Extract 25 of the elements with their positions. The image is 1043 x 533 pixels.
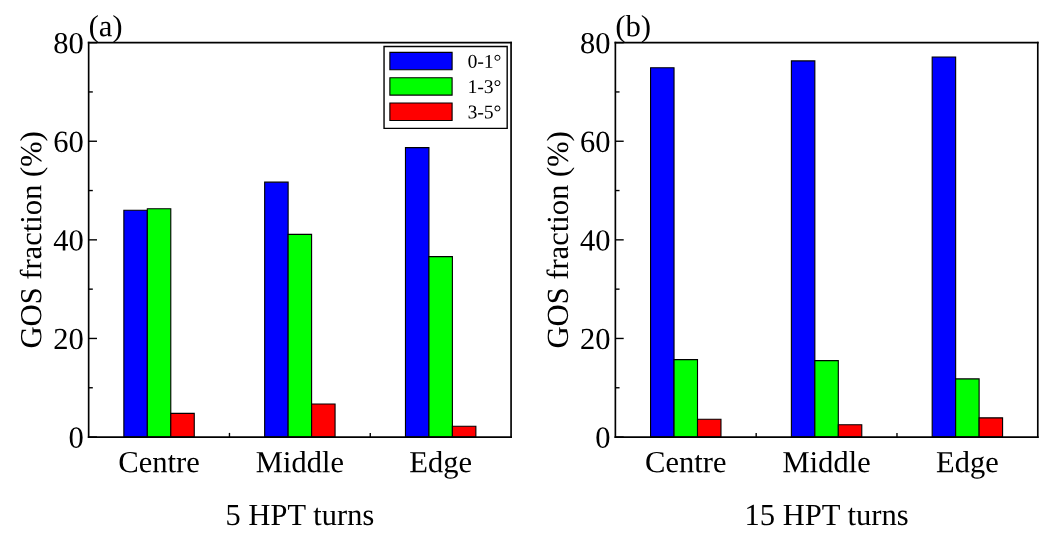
legend-label: 0-1°	[468, 54, 501, 68]
x-tick-label: Centre	[119, 451, 199, 473]
chart-title: (a)	[90, 14, 122, 43]
x-tick-label: Middle	[783, 450, 870, 473]
y-axis-title: GOS fraction (%)	[19, 132, 48, 348]
legend-label: 3-5°	[468, 105, 501, 119]
x-tick-label: Edge	[410, 450, 471, 479]
y-tick-label: 0	[596, 427, 610, 448]
y-tick-label: 40	[53, 230, 83, 251]
y-tick-label: 60	[581, 131, 610, 153]
x-tick-label: Middle	[256, 450, 343, 473]
y-tick-label: 80	[54, 32, 83, 54]
y-axis-title: GOS fraction (%)	[546, 132, 575, 348]
y-tick-label: 20	[581, 328, 610, 350]
x-axis-title: 15 HPT turns	[747, 504, 908, 526]
x-tick-label: Edge	[936, 450, 998, 479]
y-tick-label: 0	[69, 427, 83, 448]
y-tick-label: 60	[54, 131, 83, 153]
legend-label: 1-3°	[469, 80, 501, 94]
y-tick-label: 20	[54, 328, 83, 350]
chart-title: (b)	[616, 14, 650, 43]
y-tick-label: 40	[580, 230, 610, 251]
y-tick-label: 80	[581, 32, 610, 54]
x-axis-title: 5 HPT turns	[227, 504, 374, 526]
x-tick-label: Centre	[646, 451, 726, 473]
